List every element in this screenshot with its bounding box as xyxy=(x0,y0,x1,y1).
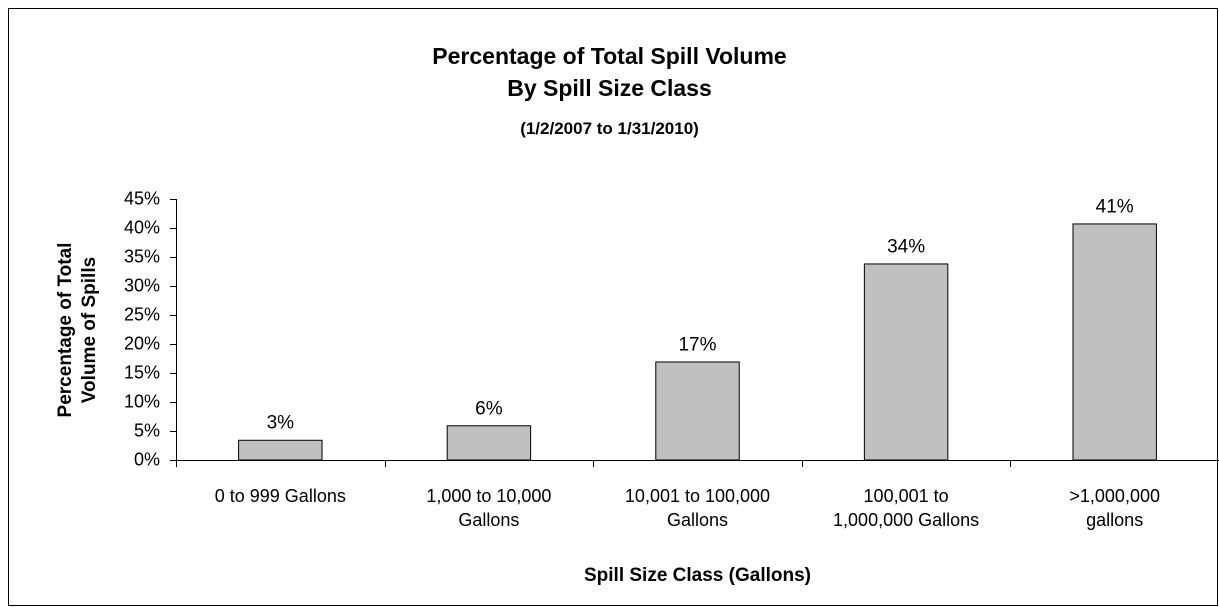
bar xyxy=(655,361,740,461)
data-label: 3% xyxy=(266,412,295,434)
chart-title: Percentage of Total Spill Volume By Spil… xyxy=(432,43,787,101)
x-tick-label: 1,000 to 10,000 Gallons xyxy=(426,486,552,530)
bar xyxy=(863,263,949,461)
y-tick-label: 45% xyxy=(123,188,160,209)
data-label: 17% xyxy=(678,334,717,356)
x-axis-label: Spill Size Class (Gallons) xyxy=(583,565,811,586)
y-tick-label: 40% xyxy=(123,217,160,238)
bar xyxy=(238,439,323,461)
x-tick-label: >1,000,000 gallons xyxy=(1069,486,1160,530)
y-tick-label: 20% xyxy=(123,333,160,354)
y-tick-label: 0% xyxy=(133,449,160,470)
y-axis-label: Percentage of Total Volume of Spills xyxy=(55,242,100,418)
bar xyxy=(1072,223,1157,461)
data-label: 34% xyxy=(887,236,926,258)
y-tick-label: 15% xyxy=(123,362,160,383)
y-tick-label: 10% xyxy=(123,391,160,412)
y-tick-label: 5% xyxy=(133,420,160,441)
chart-border xyxy=(8,8,1218,606)
y-tick-label: 30% xyxy=(123,275,160,296)
y-tick-label: 25% xyxy=(123,304,160,325)
y-tick-label: 35% xyxy=(123,246,160,267)
bar xyxy=(446,425,532,461)
x-tick-label: 100,001 to 1,000,000 Gallons xyxy=(833,486,980,530)
chart-subtitle: (1/2/2007 to 1/31/2010) xyxy=(520,119,699,138)
data-label: 41% xyxy=(1095,196,1134,218)
data-label: 6% xyxy=(475,398,503,420)
x-tick-label: 10,001 to 100,000 Gallons xyxy=(624,486,771,530)
x-tick-label: 0 to 999 Gallons xyxy=(214,486,346,506)
